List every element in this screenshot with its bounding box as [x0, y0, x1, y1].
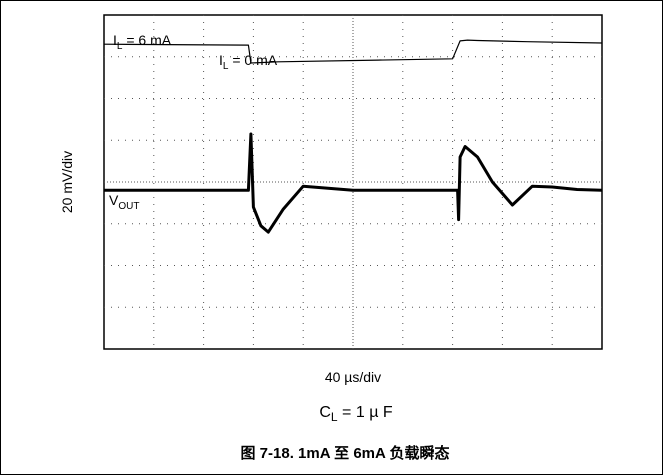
series-line-load-current [103, 39, 603, 64]
y-axis-label: 20 mV/div [59, 151, 75, 213]
annotation-il-6ma-sub: L [117, 41, 123, 52]
annotation-il-0ma-sub: L [223, 61, 229, 72]
annotation-vout-label: V [109, 192, 119, 208]
annotation-il-6ma-rest: = 6 mA [122, 32, 171, 48]
annotation-il-0ma-rest: = 0 mA [228, 52, 277, 68]
annotation-il-6ma: IL = 6 mA [113, 32, 172, 52]
x-axis-label: 40 µs/div [325, 369, 381, 385]
series-group [103, 39, 603, 234]
annotation-il-6ma-label: I [113, 32, 117, 48]
capacitance-note: CL = 1 µ F [319, 404, 392, 424]
series-line-output-voltage [104, 132, 603, 234]
annotation-vout: VOUT [109, 192, 139, 212]
annotation-il-0ma-label: I [219, 52, 223, 68]
annotation-il-0ma: IL = 0 mA [219, 52, 278, 72]
grid [104, 15, 602, 349]
annotation-vout-sub: OUT [118, 201, 139, 212]
figure-caption: 图 7-18. 1mA 至 6mA 负载瞬态 [241, 444, 450, 462]
